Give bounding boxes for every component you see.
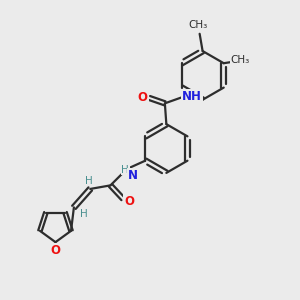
Text: O: O xyxy=(50,244,60,257)
Text: H: H xyxy=(122,165,129,175)
Text: CH₃: CH₃ xyxy=(230,55,250,65)
Text: O: O xyxy=(138,91,148,104)
Text: H: H xyxy=(85,176,93,186)
Text: CH₃: CH₃ xyxy=(189,20,208,31)
Text: O: O xyxy=(124,195,134,208)
Text: NH: NH xyxy=(182,90,202,103)
Text: N: N xyxy=(128,169,138,182)
Text: H: H xyxy=(80,209,87,219)
